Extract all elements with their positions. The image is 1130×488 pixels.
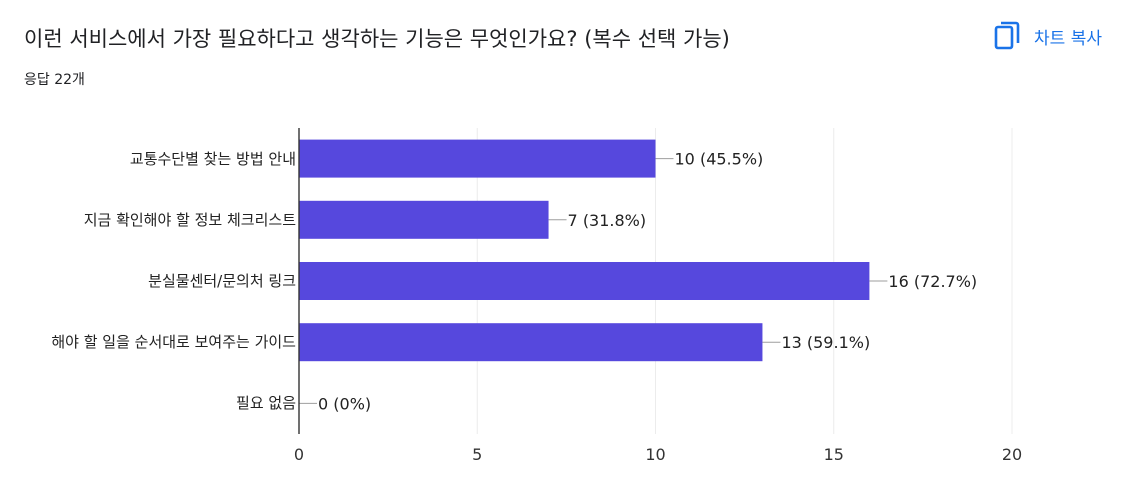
x-tick-label: 5 <box>472 445 482 464</box>
category-label: 분실물센터/문의처 링크 <box>148 272 296 290</box>
bar <box>299 139 656 178</box>
bar <box>299 200 549 239</box>
x-tick-label: 0 <box>294 445 304 464</box>
bar <box>299 262 870 300</box>
value-label: 13 (59.1%) <box>781 333 870 352</box>
response-count: 응답 22개 <box>24 72 85 88</box>
x-tick-label: 10 <box>645 445 665 464</box>
category-label: 지금 확인해야 할 정보 체크리스트 <box>83 210 296 229</box>
value-label: 0 (0%) <box>318 394 371 413</box>
value-label: 7 (31.8%) <box>568 211 647 230</box>
copy-icon <box>994 21 1020 51</box>
category-label: 교통수단별 찾는 방법 안내 <box>129 149 296 168</box>
bar <box>299 323 763 362</box>
copy-chart-button[interactable]: 차트 복사 <box>994 18 1102 54</box>
question-title: 이런 서비스에서 가장 필요하다고 생각하는 기능은 무엇인가요? (복수 선택… <box>24 27 730 51</box>
category-label: 필요 없음 <box>236 394 296 413</box>
category-label: 해야 할 일을 순서대로 보여주는 가이드 <box>51 333 296 352</box>
x-tick-label: 15 <box>824 445 844 464</box>
value-label: 10 (45.5%) <box>675 150 764 169</box>
x-tick-label: 20 <box>1002 445 1022 464</box>
copy-chart-label: 차트 복사 <box>1034 28 1102 49</box>
value-label: 16 (72.7%) <box>888 272 977 291</box>
